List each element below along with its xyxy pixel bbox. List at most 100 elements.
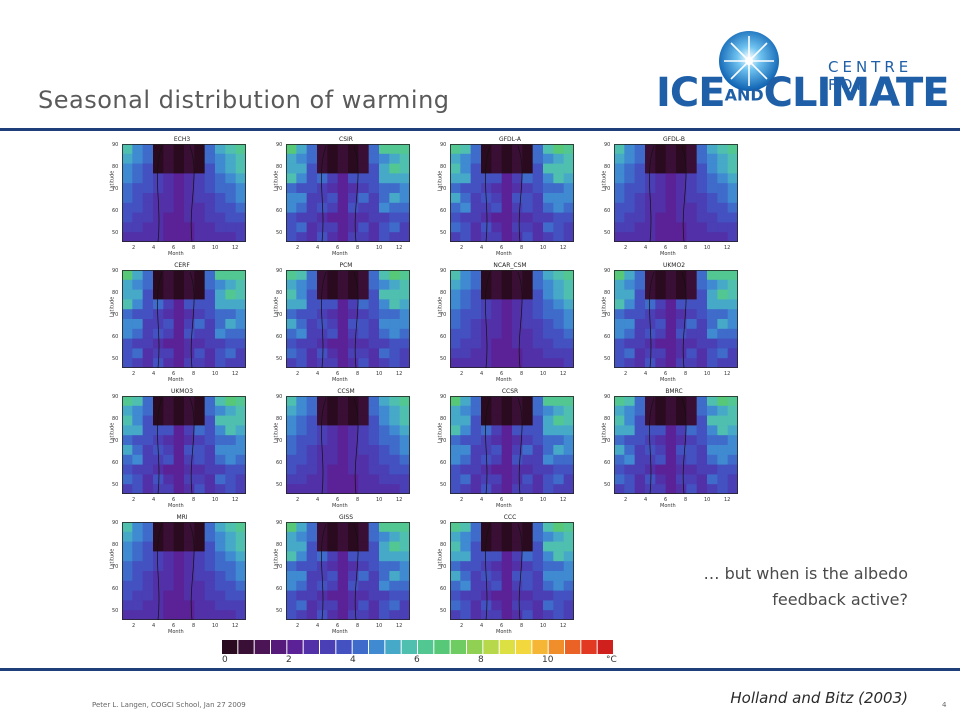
x-tick-label: 4 (480, 245, 484, 251)
field-cell (337, 222, 349, 233)
field-cell (686, 202, 698, 214)
field-cell (460, 358, 472, 368)
field-cell (532, 474, 544, 485)
field-cell (235, 319, 246, 330)
field-cell (522, 580, 534, 592)
field-cell (327, 232, 339, 242)
field-cell (142, 163, 154, 174)
field-cell (204, 454, 216, 466)
y-tick-label: 60 (604, 208, 611, 214)
field-cell (348, 425, 359, 436)
field-cell (460, 202, 472, 214)
field-cell (306, 309, 318, 320)
field-cell (184, 232, 195, 242)
field-cell (717, 425, 729, 436)
field-cell (543, 484, 554, 494)
field-cell (327, 193, 339, 204)
panel-title: ECH3 (173, 136, 191, 143)
field-cell (132, 144, 144, 155)
contour-line (485, 523, 523, 620)
field-cell (286, 435, 297, 446)
field-cell (317, 551, 328, 562)
field-cell (337, 454, 349, 466)
field-cell (163, 222, 175, 233)
field-cell (389, 202, 401, 214)
field-cell (194, 222, 206, 233)
field-cell (235, 600, 246, 611)
colorbar-swatch (450, 640, 466, 654)
field-cell (676, 484, 687, 494)
field-cell (696, 144, 708, 155)
field-cell (358, 319, 370, 330)
field-cell (665, 484, 677, 494)
field-cell (491, 212, 503, 223)
field-cell (563, 484, 574, 494)
x-tick-label: 10 (212, 245, 219, 251)
field-cell (614, 299, 625, 310)
field-cell (470, 338, 482, 349)
field-cell (142, 299, 154, 310)
field-cell (655, 144, 667, 155)
field-cell (142, 531, 154, 543)
field-cell (173, 415, 185, 426)
field-cell (686, 464, 698, 475)
field-cell (624, 348, 636, 359)
field-cell (337, 464, 349, 475)
field-cell (142, 415, 154, 426)
field-cell (306, 144, 318, 155)
field-cell (327, 173, 339, 184)
x-tick-label: 4 (316, 245, 320, 251)
field-cell (327, 405, 339, 417)
field-cell (501, 144, 513, 155)
field-cell (173, 232, 185, 242)
field-cell (215, 348, 226, 359)
field-cell (348, 193, 359, 204)
y-tick-label: 50 (112, 608, 119, 614)
field-cell (624, 454, 636, 466)
field-cell (122, 270, 133, 281)
field-cell (563, 551, 574, 562)
field-cell (553, 531, 565, 543)
field-cell (296, 405, 308, 417)
y-tick-label: 80 (276, 416, 283, 422)
field-cell (358, 464, 370, 475)
field-cell (122, 193, 133, 204)
field-cell (624, 405, 636, 417)
field-cell (634, 289, 646, 300)
colorbar-swatch (597, 640, 613, 654)
field-cell (676, 338, 687, 349)
field-cell (491, 193, 503, 204)
field-cell (215, 212, 226, 223)
field-cell (368, 319, 380, 330)
field-cell (389, 531, 401, 543)
field-cell (501, 193, 513, 204)
field-cell (194, 183, 206, 194)
field-cell (132, 222, 144, 233)
field-cell (696, 279, 708, 291)
field-cell (235, 153, 246, 165)
model-panel-csir: CSIR Latitude 90 80 70 60 50 2 4 6 8 10 12 Month (262, 134, 412, 257)
field-cell (358, 405, 370, 417)
field-cell (512, 232, 523, 242)
field-cell (727, 415, 738, 426)
field-cell (470, 232, 482, 242)
field-cell (686, 484, 698, 494)
field-cell (501, 405, 513, 417)
field-cell (727, 338, 738, 349)
field-cell (676, 358, 687, 368)
field-cell (460, 309, 472, 320)
field-cell (481, 222, 492, 233)
y-tick-label: 80 (604, 164, 611, 170)
field-cell (235, 484, 246, 494)
panel-plot (122, 144, 246, 242)
field-cell (460, 474, 472, 485)
field-cell (184, 474, 195, 485)
field-cell (348, 531, 359, 543)
field-cell (686, 405, 698, 417)
field-cell (337, 299, 349, 310)
field-cell (306, 232, 318, 242)
field-cell (235, 445, 246, 456)
field-cell (460, 425, 472, 436)
field-cell (686, 153, 698, 165)
field-cell (337, 319, 349, 330)
